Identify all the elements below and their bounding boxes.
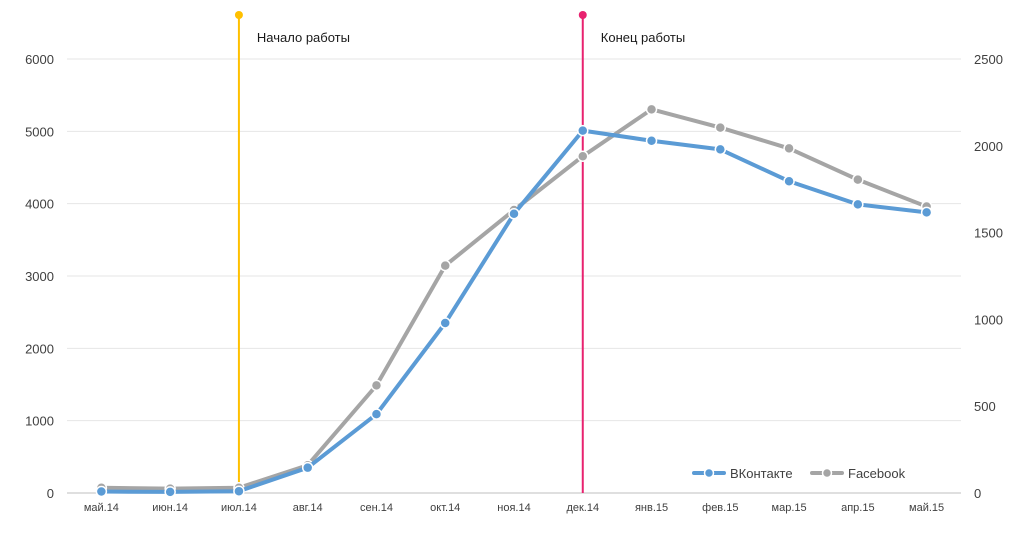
y-right-tick-label: 2000 [974,139,1003,154]
y-left-tick-label: 3000 [25,269,54,284]
y-left-tick-label: 0 [47,486,54,501]
data-point [714,121,727,134]
annotation-label: Конец работы [601,30,685,45]
annotation-marker [578,11,587,19]
y-right-tick-label: 1500 [974,226,1003,241]
x-tick-label: дек.14 [566,502,599,514]
series-line [99,128,929,494]
data-point [164,486,176,498]
y-left-tick-label: 2000 [25,341,54,356]
legend-label: Facebook [848,466,906,481]
x-tick-label: июл.14 [221,502,257,514]
data-point [920,206,933,219]
annotations: Начало работы Конец работы [234,11,685,493]
x-tick-label: авг.14 [293,502,323,514]
data-point [439,317,451,329]
data-point [645,134,658,147]
series-line [99,107,929,491]
annotation-marker [234,11,243,19]
data-point [301,461,314,474]
legend-swatch-marker [703,467,715,479]
x-tick-label: май.15 [909,502,944,514]
gridlines [67,58,961,494]
legend-swatch-marker [821,467,833,479]
x-tick-label: май.14 [84,502,119,514]
x-tick-label: янв.15 [635,502,668,514]
data-point [370,379,383,392]
legend-label: ВКонтакте [730,466,793,481]
data-point [508,208,520,220]
data-point [645,103,658,116]
y-left-tick-label: 4000 [25,197,54,212]
x-axis-ticks: май.14 июн.14 июл.14 авг.14 сен.14 окт.14 ноя.… [84,502,944,514]
data-point [370,408,383,420]
y-right-tick-label: 1000 [974,312,1003,327]
data-point [95,485,108,498]
x-tick-label: сен.14 [360,502,393,514]
annotation-label: Начало работы [257,30,350,45]
data-point [783,142,795,155]
x-tick-label: мар.15 [772,502,807,514]
data-point [714,143,727,156]
y-right-tick-label: 2500 [974,52,1003,67]
x-tick-label: фев.15 [702,502,738,514]
y-right-tick-label: 500 [974,399,996,414]
data-point [852,173,864,186]
y-left-tick-label: 1000 [25,414,54,429]
left-axis-ticks: 0 1000 2000 3000 4000 5000 6000 [25,52,54,501]
y-right-tick-label: 0 [974,486,981,501]
x-tick-label: ноя.14 [497,502,530,514]
data-point [439,259,451,272]
data-point [233,485,245,497]
data-point [783,175,795,187]
data-point [577,150,589,162]
legend: ВКонтакте Facebook [692,466,906,481]
x-tick-label: окт.14 [430,502,460,514]
series-lines [95,103,933,498]
data-point [852,198,864,211]
data-point [577,124,589,137]
x-tick-label: апр.15 [841,502,874,514]
y-left-tick-label: 5000 [25,124,54,139]
x-tick-label: июн.14 [152,502,188,514]
y-left-tick-label: 6000 [25,52,54,67]
right-axis-ticks: 0 500 1000 1500 2000 2500 [974,52,1003,501]
